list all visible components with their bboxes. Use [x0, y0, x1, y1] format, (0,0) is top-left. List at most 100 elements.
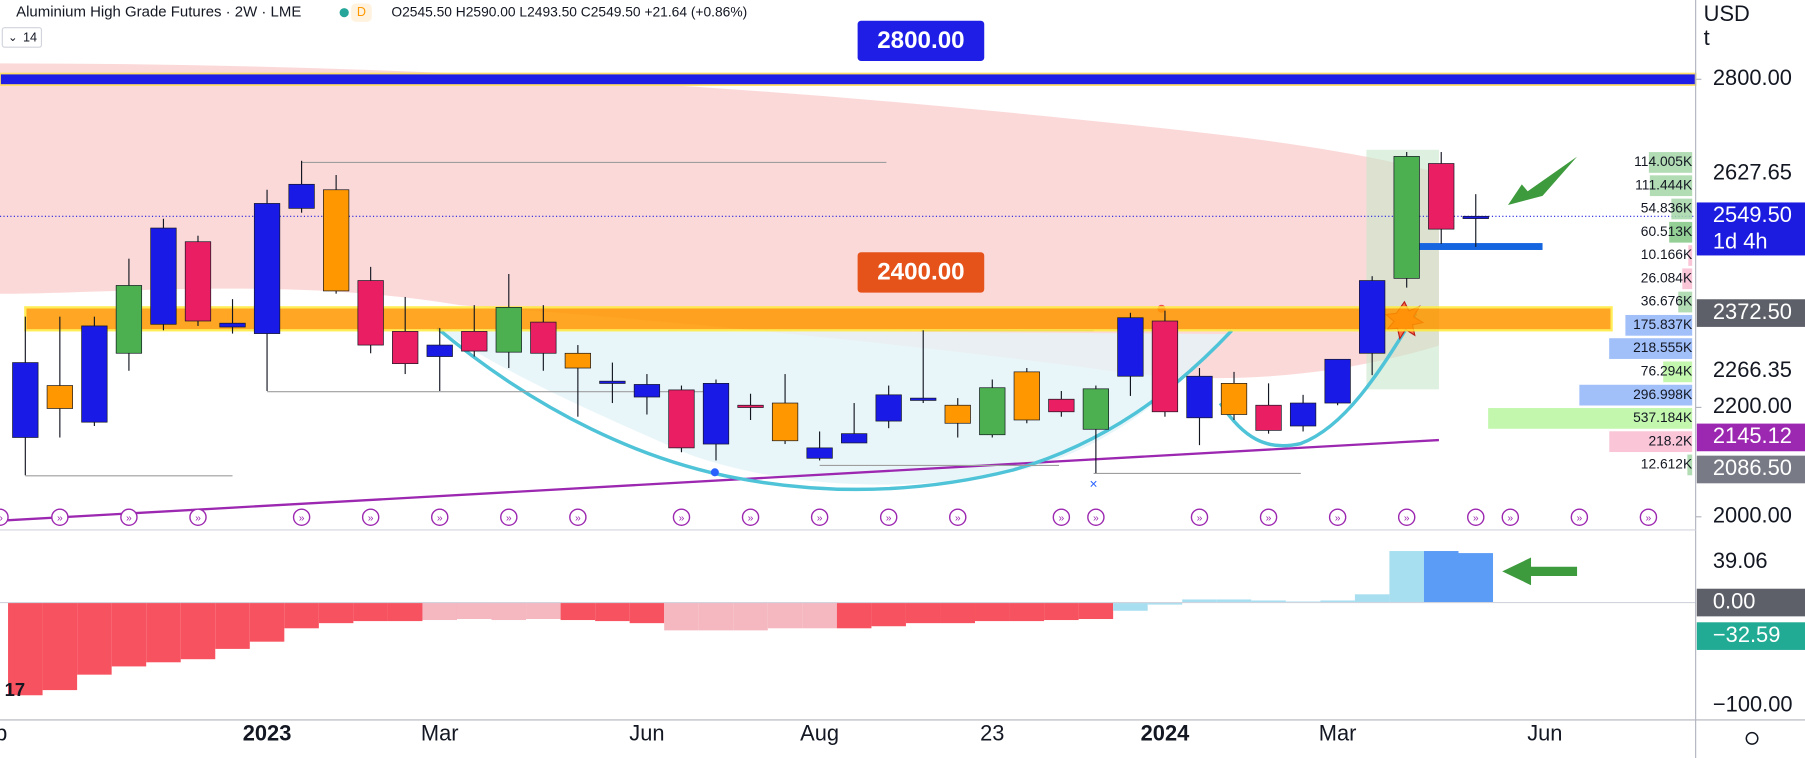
volume-label: 111.444K: [1635, 176, 1693, 192]
histogram-bar: [146, 602, 181, 663]
indicator-chevron: ⌄: [8, 32, 18, 44]
histogram-bar: [1458, 553, 1494, 603]
candle-body: [530, 321, 557, 354]
chart-title: Aluminium High Grade Futures · 2W · LME: [16, 4, 301, 21]
candle-body: [1289, 402, 1317, 427]
volume-bar: [1688, 245, 1693, 266]
price-label: 2266.35: [1713, 357, 1792, 382]
x-tick-label: 2023: [243, 721, 292, 746]
event-icon-glyph: »: [195, 513, 201, 524]
candle-body: [253, 203, 281, 334]
candle-body: [668, 389, 695, 449]
candle-body: [910, 397, 937, 401]
histogram-bar: [284, 602, 319, 629]
volume-bar: [1671, 198, 1693, 220]
event-icon: [1467, 508, 1485, 526]
event-icon-glyph: »: [1197, 513, 1203, 524]
event-icon-glyph: »: [1507, 513, 1513, 524]
volume-bar: [1609, 338, 1693, 359]
x-tick-label: Aug: [800, 721, 839, 746]
histogram-bar: [422, 602, 457, 621]
ohlc: O2545.50 H2590.00 L2493.50 C2549.50 +21.…: [391, 3, 747, 19]
histogram-bar: [940, 602, 976, 624]
cup-area: [437, 328, 1232, 485]
candle-body: [771, 402, 799, 442]
x-tick-label: Jun: [629, 721, 664, 746]
volume-bar: [1625, 314, 1693, 336]
price-label-bg: [1696, 202, 1805, 256]
histogram-bar: [767, 602, 803, 629]
price-label: 2549.50: [1713, 202, 1792, 227]
event-icon: [361, 508, 380, 526]
candle-body: [219, 322, 246, 328]
histogram-bar: [560, 602, 596, 621]
x-tick-label: Jun: [1527, 721, 1562, 746]
histogram-bar: [42, 602, 78, 691]
event-icon-glyph: »: [1093, 513, 1099, 524]
event-icon: [1052, 508, 1071, 526]
x-tick-label: Mar: [421, 721, 459, 746]
candle-body: [633, 384, 661, 398]
event-icon-glyph: »: [57, 513, 63, 524]
level-label-bg: [857, 252, 985, 293]
candle-body: [115, 285, 143, 354]
candle-body: [806, 447, 833, 459]
histogram-bar: [526, 602, 561, 620]
candle-body: [184, 241, 212, 322]
histogram-bar: [905, 602, 941, 624]
candle-body: [599, 380, 626, 384]
event-icon: [741, 508, 760, 526]
histogram-bar: [1078, 602, 1114, 620]
event-icon: [1397, 508, 1416, 526]
histogram-bar: [1182, 599, 1217, 603]
candle-body: [1393, 156, 1420, 279]
volume-label: 218.2K: [1648, 432, 1693, 448]
indicator-tick-label: 0.00: [1713, 588, 1756, 613]
histogram-bar: [456, 602, 492, 620]
event-icon: [810, 508, 829, 526]
histogram-bar: [1113, 602, 1148, 611]
settings-icon[interactable]: [1745, 731, 1759, 745]
event-icon-glyph: »: [126, 513, 132, 524]
volume-label: 175.837K: [1633, 316, 1693, 332]
x-tick-label: p: [0, 721, 7, 746]
indicator-setting-box[interactable]: [1, 27, 43, 48]
candle-body: [461, 331, 488, 352]
histogram-bar: [1044, 602, 1079, 621]
volume-label: 76.294K: [1641, 362, 1693, 378]
histogram-bar: [1389, 551, 1424, 603]
candle-body: [1151, 320, 1179, 413]
event-icon: [1190, 508, 1209, 526]
volume-bar: [1649, 175, 1693, 197]
volume-label: 26.084K: [1641, 269, 1693, 285]
event-icon: [569, 508, 587, 526]
event-icon: [189, 508, 207, 526]
countdown: 1d 4h: [1713, 229, 1768, 254]
event-icon: [120, 508, 138, 526]
event-icon-glyph: »: [1646, 513, 1652, 524]
histogram-bar: [1423, 551, 1459, 603]
indicator-setting[interactable]: 14: [23, 30, 37, 44]
event-icon-glyph: »: [1576, 513, 1582, 524]
candle-body: [1082, 388, 1110, 430]
logo: 17: [5, 679, 25, 700]
event-icon-glyph: »: [575, 513, 581, 524]
volume-label: 537.184K: [1633, 409, 1693, 425]
marker: ×: [1090, 476, 1098, 492]
volume-bar: [1648, 152, 1693, 173]
status-dot: [339, 8, 349, 18]
candle-body: [392, 331, 419, 365]
price-label: 2145.12: [1713, 423, 1792, 448]
event-icon: [430, 508, 449, 526]
event-icon-glyph: »: [1266, 513, 1272, 524]
candle-body: [702, 383, 730, 445]
candle-body: [1462, 215, 1489, 219]
volume-bar: [1663, 361, 1693, 383]
volume-bar: [1609, 431, 1693, 453]
level-label: 2800.00: [877, 27, 964, 54]
histogram-bar: [698, 602, 734, 631]
event-icon-glyph: »: [1404, 513, 1410, 524]
support-line: [1418, 243, 1543, 250]
event-icon-glyph: »: [437, 513, 443, 524]
event-icon: [949, 508, 967, 526]
